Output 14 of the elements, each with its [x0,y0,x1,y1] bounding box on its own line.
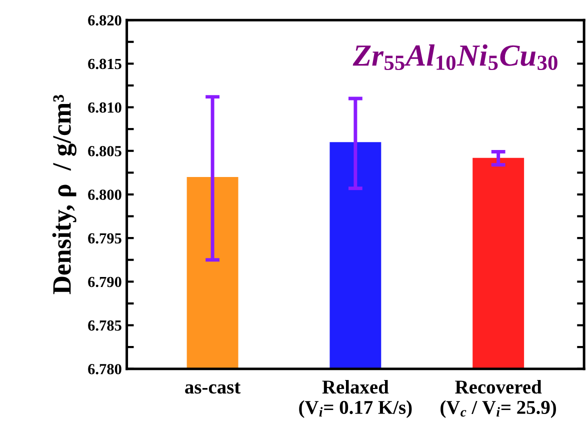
y-tick-label: 6.800 [88,190,122,200]
y-tick-label: 6.820 [88,15,122,26]
y-tick-label: 6.805 [88,146,122,156]
x-tick-label: Recovered (V$_{c}$ / V$_{i}$= 25.9) [440,380,556,418]
y-axis-title: Density, ρ / g/cm³ [52,94,76,294]
y-tick-label: 6.815 [88,58,122,70]
y-tick-label: 6.790 [88,276,122,288]
y-tick-label: 6.780 [88,364,122,374]
x-tick-label: Relaxed (V$_{i}$= 0.17 K/s) [299,380,412,418]
x-tick-label: as-cast [185,382,241,394]
y-tick-label: 6.810 [88,102,122,113]
text: Zr$_{55}$Al$_{10}$Ni$_{5}$Cu$_{30}$ [352,44,558,70]
y-tick-label: 6.785 [88,320,122,331]
y-tick-label: 6.795 [88,233,122,244]
